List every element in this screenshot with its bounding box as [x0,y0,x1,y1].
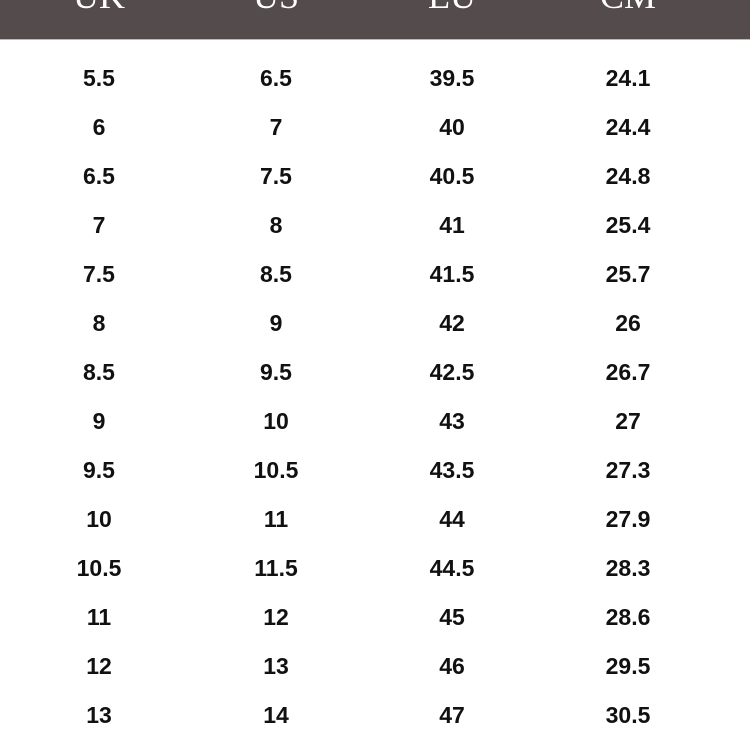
cell-us: 14 [263,702,289,728]
table-row: 7 8 41 25.4 [0,210,750,240]
column-header-cm: CM [548,0,708,14]
cell-uk: 12 [86,653,112,679]
cell-eu: 42.5 [429,359,475,385]
cell-us: 11 [263,506,289,532]
cell-cm: 24.8 [605,163,651,189]
cell-cm: 26.7 [605,359,651,385]
cell-eu: 43 [439,408,465,434]
cell-uk: 8 [92,310,106,336]
cell-us: 8.5 [260,261,292,287]
cell-uk: 10.5 [76,555,122,581]
cell-cm: 24.4 [605,114,651,140]
cell-us: 9 [269,310,283,336]
cell-eu: 40.5 [429,163,475,189]
column-header-eu: EU [372,0,532,14]
cell-eu: 44 [439,506,465,532]
cell-us: 10 [263,408,289,434]
table-row: 9 10 43 27 [0,406,750,436]
cell-uk: 7 [92,212,106,238]
table-row: 8.5 9.5 42.5 26.7 [0,357,750,387]
cell-cm: 27.9 [605,506,651,532]
cell-eu: 40 [439,114,465,140]
table-row: 12 13 46 29.5 [0,651,750,681]
table-row: 6.5 7.5 40.5 24.8 [0,161,750,191]
cell-uk: 9.5 [83,457,115,483]
table-row: 8 9 42 26 [0,308,750,338]
cell-cm: 26 [615,310,641,336]
cell-cm: 29.5 [605,653,651,679]
cell-us: 9.5 [260,359,292,385]
table-row: 10 11 44 27.9 [0,504,750,534]
cell-eu: 46 [439,653,465,679]
cell-eu: 39.5 [429,65,475,91]
cell-us: 12 [263,604,289,630]
cell-eu: 41 [439,212,465,238]
cell-eu: 47 [439,702,465,728]
cell-cm: 28.3 [605,555,651,581]
cell-us: 11.5 [254,555,298,581]
table-row: 13 14 47 30.5 [0,700,750,730]
cell-eu: 41.5 [429,261,475,287]
cell-uk: 10 [86,506,112,532]
cell-uk: 6 [92,114,106,140]
table-row: 9.5 10.5 43.5 27.3 [0,455,750,485]
cell-uk: 7.5 [83,261,115,287]
table-row: 7.5 8.5 41.5 25.7 [0,259,750,289]
column-header-uk: UK [19,0,179,14]
cell-uk: 13 [86,702,112,728]
table-row: 11 12 45 28.6 [0,602,750,632]
table-row: 5.5 6.5 39.5 24.1 [0,63,750,93]
table-row: 10.5 11.5 44.5 28.3 [0,553,750,583]
cell-us: 10.5 [253,457,299,483]
cell-eu: 45 [439,604,465,630]
cell-uk: 6.5 [83,163,115,189]
cell-cm: 27.3 [605,457,651,483]
cell-cm: 25.4 [605,212,651,238]
cell-uk: 5.5 [83,65,115,91]
cell-cm: 28.6 [605,604,651,630]
column-header-us: US [196,0,356,14]
cell-eu: 43.5 [429,457,475,483]
size-chart-header: UK US EU CM [0,0,750,40]
cell-cm: 24.1 [605,65,651,91]
cell-us: 8 [269,212,283,238]
cell-uk: 9 [92,408,106,434]
cell-cm: 30.5 [605,702,651,728]
cell-cm: 25.7 [605,261,651,287]
cell-us: 13 [263,653,289,679]
cell-eu: 42 [439,310,465,336]
cell-us: 6.5 [260,65,292,91]
cell-uk: 11 [86,604,112,630]
cell-eu: 44.5 [429,555,475,581]
cell-cm: 27 [615,408,641,434]
table-row: 6 7 40 24.4 [0,112,750,142]
cell-uk: 8.5 [83,359,115,385]
cell-us: 7.5 [260,163,292,189]
cell-us: 7 [269,114,283,140]
